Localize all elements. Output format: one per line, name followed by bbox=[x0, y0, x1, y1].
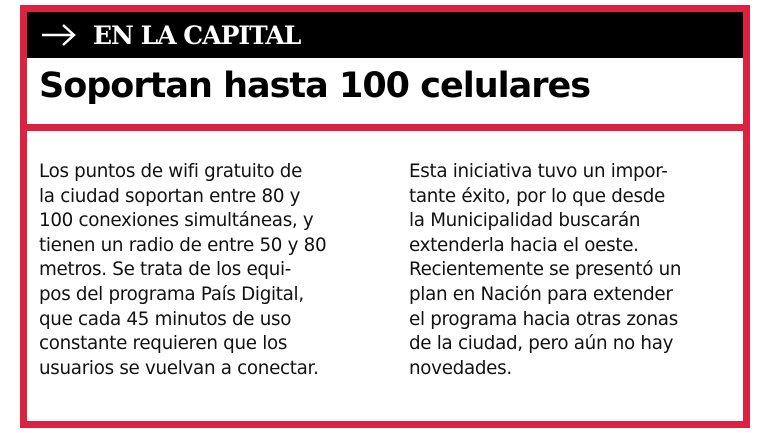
divider bbox=[27, 124, 743, 131]
text-line: 100 conexiones simultáneas, y bbox=[39, 210, 314, 232]
text-line: usuarios se vuelvan a conectar. bbox=[39, 357, 319, 379]
text-line: plan en Nación para extender bbox=[409, 283, 673, 305]
body-column-left: Los puntos de wifi gratuito de la ciudad … bbox=[39, 160, 379, 381]
headline: Soportan hasta 100 celulares bbox=[39, 66, 591, 106]
text-line: Los puntos de wifi gratuito de bbox=[39, 161, 303, 182]
text-line: de la ciudad, pero aún no hay bbox=[409, 333, 674, 355]
text-line: la Municipalidad buscarán bbox=[409, 210, 641, 232]
section-band: EN LA CAPITAL bbox=[27, 12, 743, 58]
text-line: constante requieren que los bbox=[39, 333, 288, 355]
text-line: que cada 45 minutos de uso bbox=[39, 308, 292, 330]
text-line: la ciudad soportan entre 80 y bbox=[39, 185, 301, 207]
text-line: extenderla hacia el oeste. bbox=[409, 234, 639, 256]
body-column-right: Esta iniciativa tuvo un impor-tante éxit… bbox=[409, 160, 749, 381]
text-line: pos del programa País Digital, bbox=[39, 283, 304, 305]
text-line: Esta iniciativa tuvo un impor- bbox=[409, 161, 668, 182]
text-line: tante éxito, por lo que desde bbox=[409, 185, 665, 207]
text-line: metros. Se trata de los equi- bbox=[39, 259, 292, 281]
text-line: tienen un radio de entre 50 y 80 bbox=[39, 234, 327, 256]
section-kicker: EN LA CAPITAL bbox=[93, 20, 301, 50]
text-line: Recientemente se presentó un bbox=[409, 259, 682, 281]
info-box: EN LA CAPITAL Soportan hasta 100 celular… bbox=[20, 5, 750, 428]
arrow-right-icon bbox=[42, 24, 76, 46]
text-line: el programa hacia otras zonas bbox=[409, 308, 678, 330]
text-line: novedades. bbox=[409, 357, 512, 379]
